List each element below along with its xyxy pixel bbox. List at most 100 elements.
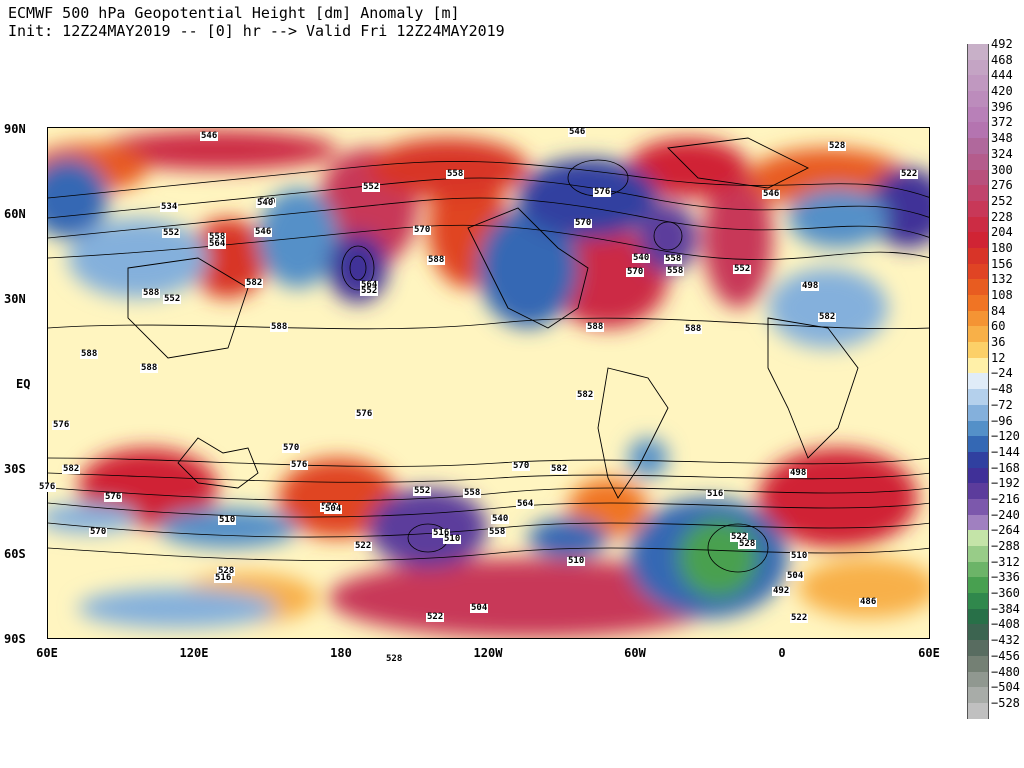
legend-label: −360 [991, 586, 1020, 601]
contour-label: 558 [488, 527, 507, 537]
contour-label: 552 [162, 228, 181, 238]
contour-label: 588 [586, 322, 605, 332]
contour-label: 588 [684, 324, 703, 334]
contour-label: 570 [282, 443, 301, 453]
legend-label: −504 [991, 680, 1020, 695]
contour-label: 582 [550, 464, 569, 474]
legend-row: 324 [967, 147, 1023, 170]
legend-swatch [967, 451, 989, 468]
contour-label: 582 [818, 312, 837, 322]
legend-row: 444 [967, 68, 1023, 92]
legend-label: −216 [991, 491, 1020, 506]
legend-row: 348 [967, 131, 1023, 154]
legend-row: −24 [967, 366, 1023, 390]
contour-label: 576 [104, 492, 123, 502]
legend-swatch [967, 295, 989, 311]
legend-label: 156 [991, 256, 1013, 271]
legend-swatch [967, 530, 989, 546]
legend-label: −48 [991, 382, 1013, 397]
legend-swatch [967, 247, 989, 264]
contour-label: 558 [664, 254, 683, 264]
contour-label: 564 [516, 499, 535, 509]
contour-label: 528 [738, 539, 757, 549]
legend-row: −384 [967, 602, 1023, 625]
legend-swatch [967, 357, 989, 374]
legend-label: −480 [991, 664, 1020, 679]
legend-row: −192 [967, 476, 1023, 499]
contour-label: 528 [217, 566, 236, 576]
lat-label: 30S [4, 462, 26, 476]
contour-label: 510 [567, 556, 586, 566]
contour-label: 558 [446, 169, 465, 179]
anomaly-field [48, 130, 929, 638]
legend-row: 228 [967, 210, 1023, 233]
lat-label: EQ [16, 377, 31, 391]
legend-row: 180 [967, 241, 1023, 264]
contour-label: 576 [355, 409, 374, 419]
legend-swatch [967, 153, 989, 170]
contour-label: 522 [900, 169, 919, 179]
legend-swatch [967, 404, 989, 421]
legend-label: 228 [991, 209, 1013, 224]
contour-label: 570 [413, 225, 432, 235]
contour-label: 498 [789, 468, 808, 478]
legend-label: 396 [991, 99, 1013, 114]
contour-label: 576 [290, 460, 309, 470]
legend-row: −264 [967, 523, 1023, 546]
legend-swatch [967, 310, 989, 327]
color-legend: 492 468 444 420 396 372 348 324 300 276 252 228 204 1… [967, 37, 1023, 719]
contour-label: 546 [254, 227, 273, 237]
contour-label: 522 [354, 541, 373, 551]
legend-label: −312 [991, 554, 1020, 569]
contour-label: 570 [626, 267, 645, 277]
legend-swatch [967, 44, 989, 60]
contour-label: 558 [463, 488, 482, 498]
lon-label: 60E [36, 646, 58, 660]
contour-label: 504 [786, 571, 805, 581]
legend-label: −528 [991, 695, 1020, 710]
legend-label: 60 [991, 319, 1006, 334]
legend-row: −288 [967, 539, 1023, 562]
legend-row: 276 [967, 178, 1023, 201]
legend-swatch [967, 342, 989, 358]
legend-label: 276 [991, 178, 1013, 193]
lat-label: 30N [4, 292, 26, 306]
contour-label: 516 [706, 489, 725, 499]
lat-label: 90N [4, 122, 26, 136]
contour-label: 576 [593, 187, 612, 197]
contour-label: 504 [324, 504, 343, 514]
legend-swatch [967, 561, 989, 578]
contour-label: 498 [801, 281, 820, 291]
contour-label: 564 [360, 280, 379, 290]
contour-label: 528 [828, 141, 847, 151]
legend-swatch [967, 436, 989, 452]
legend-row: −336 [967, 570, 1023, 594]
contour-label: 552 [733, 264, 752, 274]
contour-label: 516 [214, 573, 233, 583]
lon-label: 120W [473, 646, 503, 660]
legend-row: 300 [967, 163, 1023, 186]
contour-label: 510 [443, 534, 462, 544]
legend-swatch [967, 106, 989, 123]
legend-label: −144 [991, 444, 1020, 459]
legend-label: 180 [991, 240, 1013, 255]
contour-label: 552 [163, 294, 182, 304]
legend-label: −192 [991, 476, 1020, 491]
contour-label: 552 [362, 182, 381, 192]
legend-swatch [967, 671, 989, 688]
legend-swatch [967, 514, 989, 531]
legend-label: −168 [991, 460, 1020, 475]
legend-label: −240 [991, 507, 1020, 522]
contour-label: 528 [385, 654, 404, 664]
contour-label: 540 [256, 198, 275, 208]
legend-label: 444 [991, 68, 1013, 83]
contour-label: 558 [208, 232, 227, 242]
contour-label: 510 [790, 551, 809, 561]
legend-label: −72 [991, 397, 1013, 412]
coastlines [127, 137, 859, 499]
legend-label: 372 [991, 115, 1013, 130]
legend-row: 492 [967, 37, 1023, 60]
legend-label: −264 [991, 523, 1020, 538]
legend-label: −432 [991, 633, 1020, 648]
legend-swatch [967, 498, 989, 515]
